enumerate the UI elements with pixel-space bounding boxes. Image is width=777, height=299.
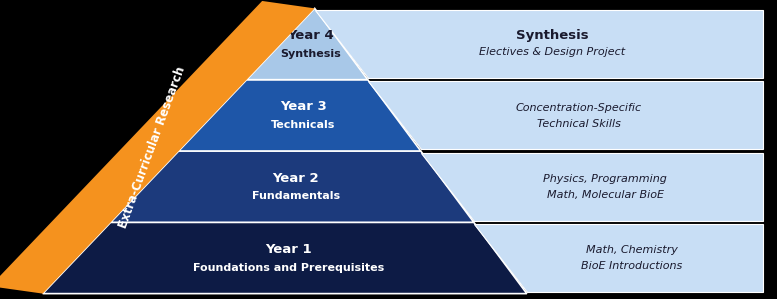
Text: Technical Skills: Technical Skills [537,119,621,129]
Text: Extra-Curricular Research: Extra-Curricular Research [117,65,188,230]
Polygon shape [474,224,763,292]
Polygon shape [43,222,527,294]
Polygon shape [0,1,315,294]
Text: Math, Molecular BioE: Math, Molecular BioE [547,190,664,200]
Polygon shape [111,151,474,222]
Text: Technicals: Technicals [271,120,336,130]
Polygon shape [421,153,763,220]
Text: Synthesis: Synthesis [516,29,588,42]
Text: Physics, Programming: Physics, Programming [543,174,667,184]
Polygon shape [179,80,421,151]
Text: Fundamentals: Fundamentals [252,191,340,201]
Text: Concentration-Specific: Concentration-Specific [516,103,642,113]
Text: Synthesis: Synthesis [280,49,341,59]
Text: BioE Introductions: BioE Introductions [581,261,682,271]
Text: Foundations and Prerequisites: Foundations and Prerequisites [193,263,384,272]
Text: Year 1: Year 1 [265,243,312,256]
Text: Math, Chemistry: Math, Chemistry [586,245,678,255]
Polygon shape [247,8,368,80]
Text: Year 3: Year 3 [280,100,327,113]
Text: Year 4: Year 4 [287,29,334,42]
Polygon shape [315,10,763,78]
Text: Electives & Design Project: Electives & Design Project [479,48,625,57]
Text: Year 2: Year 2 [273,172,319,185]
Polygon shape [368,81,763,149]
